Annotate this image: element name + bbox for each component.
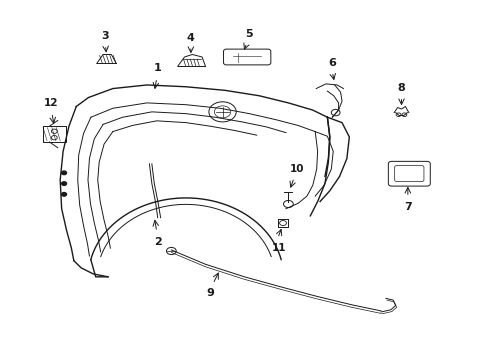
Text: 12: 12: [43, 98, 58, 108]
Circle shape: [61, 193, 66, 196]
Text: 9: 9: [206, 288, 214, 298]
Text: 5: 5: [245, 29, 253, 39]
Text: 8: 8: [397, 83, 405, 93]
Text: 10: 10: [289, 164, 304, 174]
Text: 1: 1: [154, 63, 161, 73]
Text: 2: 2: [154, 237, 161, 247]
Text: 11: 11: [271, 243, 285, 253]
Text: 3: 3: [102, 31, 109, 41]
Circle shape: [61, 171, 66, 175]
Circle shape: [61, 182, 66, 185]
Text: 4: 4: [186, 33, 194, 42]
Text: 7: 7: [403, 202, 411, 212]
Text: 6: 6: [327, 58, 336, 68]
